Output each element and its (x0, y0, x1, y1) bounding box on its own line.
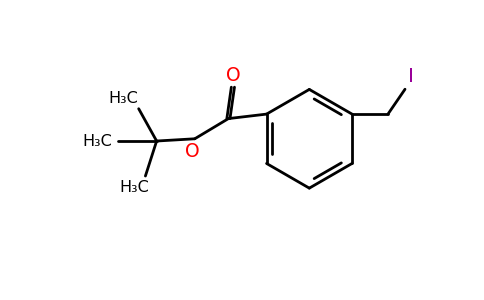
Text: H₃C: H₃C (120, 180, 149, 195)
Text: O: O (185, 142, 200, 161)
Text: H₃C: H₃C (82, 134, 112, 148)
Text: I: I (408, 67, 414, 86)
Text: O: O (226, 67, 240, 85)
Text: H₃C: H₃C (108, 91, 138, 106)
